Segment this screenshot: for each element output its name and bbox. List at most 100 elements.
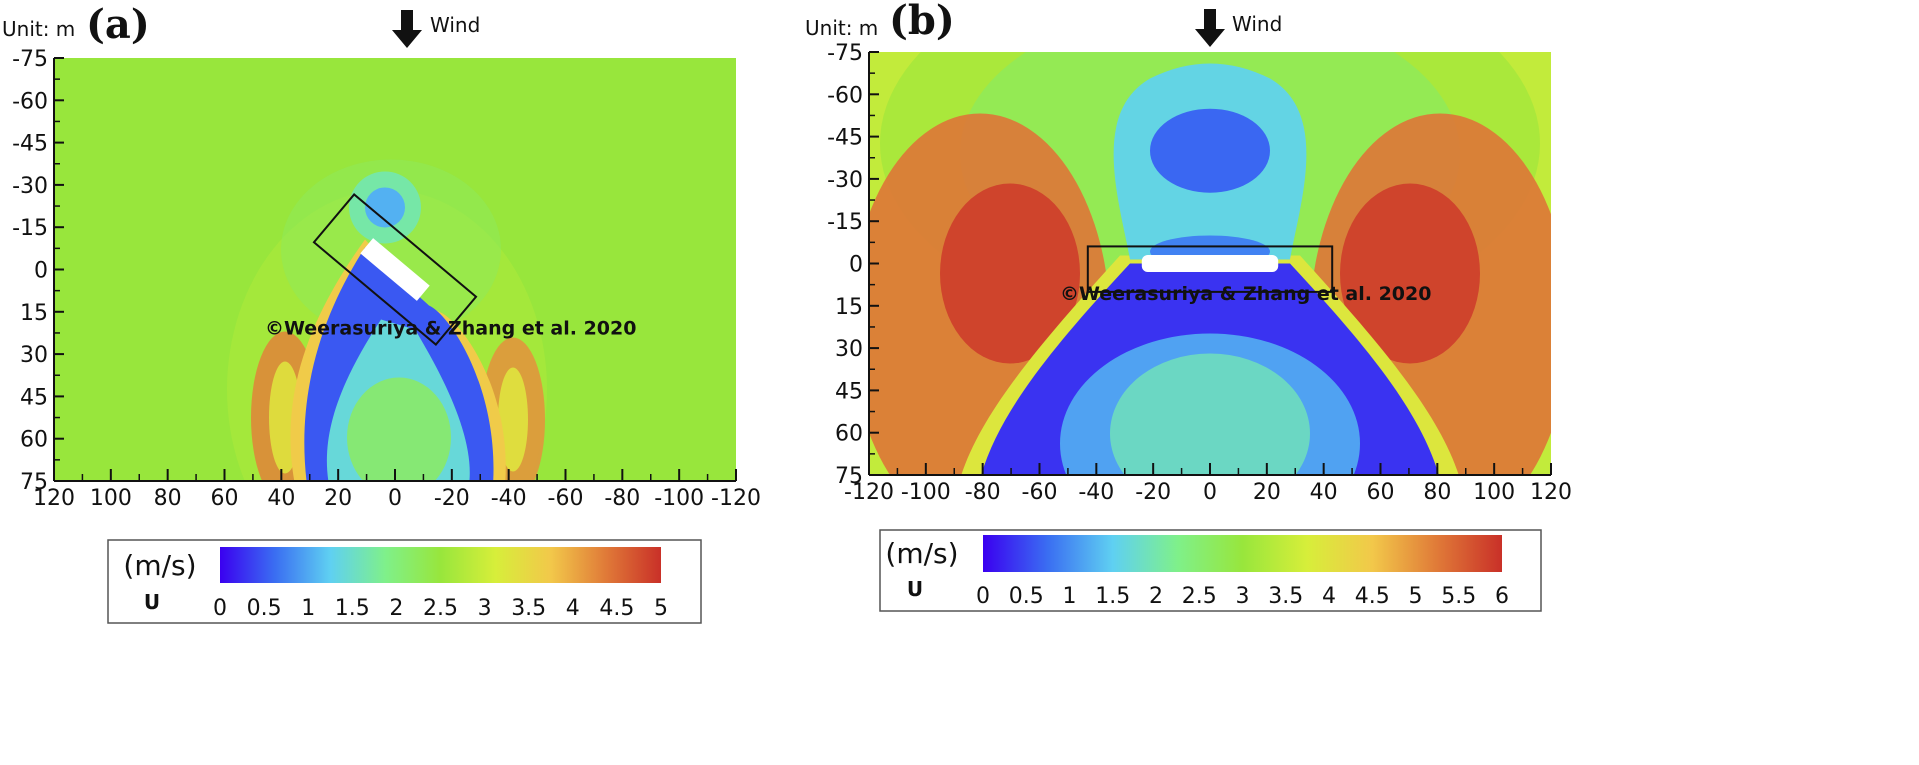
x-tick-label: 60 [1367, 480, 1395, 505]
panel-letter: (a) [86, 1, 150, 48]
x-tick-label: -80 [604, 486, 640, 511]
panel-letter: (b) [889, 0, 955, 44]
left-flank-core [940, 183, 1080, 364]
colorbar-gradient [983, 535, 1502, 572]
y-tick-label: 75 [20, 470, 48, 495]
y-tick-label: 60 [20, 428, 48, 453]
colorbar-tick-label: 5 [654, 596, 668, 621]
y-tick-label: 15 [20, 301, 48, 326]
colorbar-tick-label: 1 [301, 596, 315, 621]
colorbar-tick-label: 1.5 [1095, 584, 1130, 609]
colorbar-tick-label: 2.5 [1182, 584, 1217, 609]
colorbar-tick-label: 0.5 [1009, 584, 1044, 609]
x-tick-label: -60 [1022, 480, 1058, 505]
colorbar-gradient [220, 547, 661, 583]
colorbar-title: (m/s) [885, 537, 958, 570]
wake-recovery [1110, 353, 1310, 475]
colorbar-tick-label: 2.5 [423, 596, 458, 621]
colorbar-tick-label: 3.5 [1268, 584, 1303, 609]
wind-arrow-icon [392, 10, 422, 48]
colorbar-tick-label: 3 [1236, 584, 1250, 609]
colorbar-tick-label: 2 [389, 596, 403, 621]
y-tick-label: 45 [835, 379, 863, 404]
colorbar: (m/s) U 0 0.5 1 1.5 2 2.5 3 3.5 4 4.5 5 [107, 539, 702, 624]
x-tick-label: 80 [154, 486, 182, 511]
y-tick-label: 0 [34, 259, 48, 284]
y-tick-label: 45 [20, 385, 48, 410]
right-lobe-core [498, 367, 528, 472]
y-tick-label: -30 [827, 168, 863, 193]
colorbar-tick-label: 4 [1322, 584, 1336, 609]
x-tick-label: -120 [844, 480, 894, 505]
x-tick-label: 0 [388, 486, 402, 511]
x-tick-label: 60 [211, 486, 239, 511]
colorbar-tick-label: 3.5 [511, 596, 546, 621]
upwind-bubble-core [1150, 108, 1270, 193]
x-tick-label: 100 [90, 486, 132, 511]
x-tick-label: 80 [1423, 480, 1451, 505]
x-tick-label: 120 [33, 486, 75, 511]
flow-field [54, 58, 736, 481]
wind-label: Wind [1232, 12, 1282, 36]
colorbar-tick-label: 0.5 [247, 596, 282, 621]
y-tick-label: 60 [835, 422, 863, 447]
panel-a: ©Weerasuriya & Zhang et al. 2020 -75 -60 -4… [2, 1, 761, 624]
y-tick-label: 0 [849, 253, 863, 278]
y-tick-label: 30 [20, 343, 48, 368]
x-tick-label: -20 [434, 486, 470, 511]
y-tick-label: 75 [835, 464, 863, 489]
colorbar-variable: U [144, 590, 160, 614]
colorbar-tick-label: 4.5 [599, 596, 634, 621]
x-tick-label: -20 [1135, 480, 1171, 505]
wind-arrow-icon [1195, 9, 1225, 47]
x-tick-label: -40 [491, 486, 527, 511]
colorbar-tick-label: 4.5 [1355, 584, 1390, 609]
x-tick-label: -120 [711, 486, 761, 511]
colorbar-tick-label: 4 [566, 596, 580, 621]
y-tick-label: -60 [12, 89, 48, 114]
wind-label: Wind [430, 13, 480, 37]
stagnation-core [365, 187, 405, 228]
colorbar-tick-label: 2 [1149, 584, 1163, 609]
x-tick-label: -80 [965, 480, 1001, 505]
y-tick-label: -60 [827, 83, 863, 108]
x-tick-label: 40 [1310, 480, 1338, 505]
x-tick-label: 20 [324, 486, 352, 511]
x-tick-label: -100 [654, 486, 704, 511]
unit-label: Unit: m [805, 16, 878, 40]
structure [1141, 254, 1279, 273]
wake-recovery [347, 377, 451, 481]
panel-b: ©Weerasuriya & Zhang et al. 2020 -75 -60 -4… [805, 0, 1572, 612]
x-tick-label: -100 [901, 480, 951, 505]
colorbar-tick-label: 1.5 [335, 596, 370, 621]
watermark: ©Weerasuriya & Zhang et al. 2020 [265, 317, 636, 339]
y-tick-label: -75 [12, 47, 48, 72]
x-tick-label: 100 [1473, 480, 1515, 505]
colorbar: (m/s) U 0 0.5 1 1.5 2 2.5 3 3.5 4 4.5 5 5.5 6 [879, 529, 1542, 612]
x-tick-label: -40 [1078, 480, 1114, 505]
x-tick-label: 0 [1203, 480, 1217, 505]
colorbar-tick-label: 3 [478, 596, 492, 621]
colorbar-tick-label: 5.5 [1441, 584, 1476, 609]
x-tick-label: 40 [267, 486, 295, 511]
y-tick-label: 30 [835, 337, 863, 362]
y-tick-label: -15 [12, 216, 48, 241]
x-tick-label: 20 [1253, 480, 1281, 505]
colorbar-title: (m/s) [123, 549, 196, 582]
colorbar-tick-label: 1 [1063, 584, 1077, 609]
y-tick-label: -75 [827, 41, 863, 66]
colorbar-tick-label: 6 [1495, 584, 1509, 609]
right-flank-core [1340, 183, 1480, 364]
unit-label: Unit: m [2, 17, 75, 41]
bounding-box [312, 193, 478, 346]
x-tick-label: 120 [1530, 480, 1572, 505]
y-tick-label: -45 [12, 132, 48, 157]
colorbar-tick-label: 5 [1409, 584, 1423, 609]
watermark: ©Weerasuriya & Zhang et al. 2020 [1060, 283, 1431, 305]
x-tick-label: -60 [548, 486, 584, 511]
colorbar-variable: U [907, 577, 923, 601]
y-tick-label: 15 [835, 295, 863, 320]
y-tick-label: -30 [12, 174, 48, 199]
